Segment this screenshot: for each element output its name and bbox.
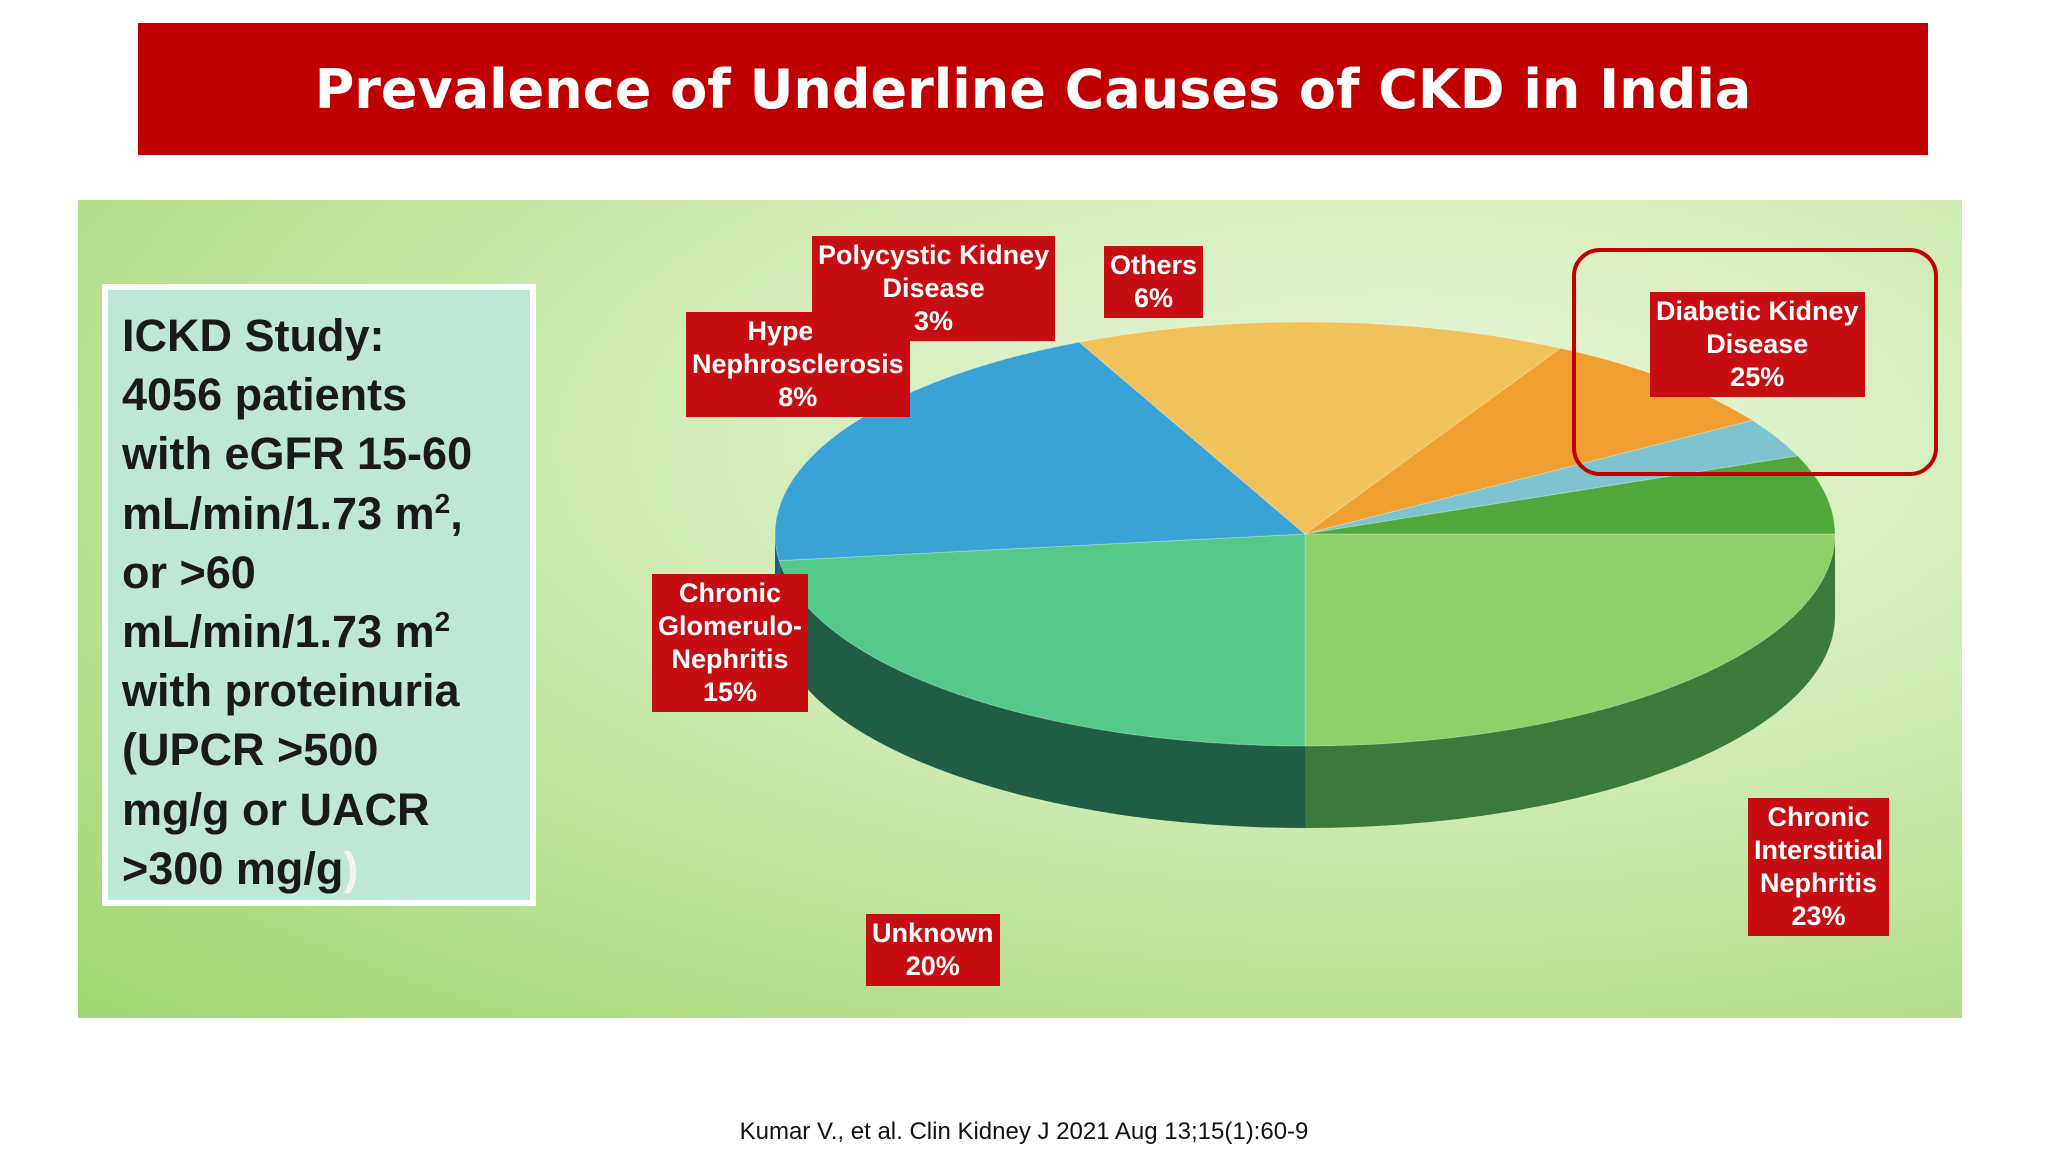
label-line: 20% bbox=[905, 951, 960, 981]
study-line: with proteinuria bbox=[122, 665, 460, 717]
label-others: Others 6% bbox=[1104, 246, 1204, 318]
label-line: 8% bbox=[778, 382, 818, 412]
label-chronic-glomerulo-nephritis: Chronic Glomerulo- Nephritis 15% bbox=[652, 574, 809, 712]
label-line: Glomerulo- bbox=[658, 611, 803, 641]
pie-chart bbox=[774, 321, 1836, 828]
study-line: or >60 bbox=[122, 546, 256, 598]
label-line: 3% bbox=[914, 306, 954, 336]
study-line: 4056 patients bbox=[122, 369, 408, 421]
label-line: Diabetic Kidney bbox=[1656, 296, 1859, 326]
study-line: mL/min/1.73 m2 bbox=[122, 606, 451, 658]
label-line: 15% bbox=[702, 677, 758, 707]
label-line: Interstitial bbox=[1754, 835, 1884, 865]
highlight-outline bbox=[1572, 248, 1938, 476]
pie-side-chronic-interstitial-nephritis bbox=[779, 560, 1305, 828]
label-line: 23% bbox=[1791, 901, 1846, 931]
label-line: Disease bbox=[1706, 329, 1809, 359]
pie-slice-chronic-glomerulo-nephritis bbox=[1078, 321, 1562, 535]
chart-panel: ICKD Study: 4056 patients with eGFR 15-6… bbox=[78, 200, 1962, 1018]
label-line: Disease bbox=[882, 273, 985, 303]
study-line: mL/min/1.73 m2, bbox=[122, 487, 463, 539]
pie-side-diabetic-kidney-disease bbox=[1305, 534, 1835, 828]
citation: Kumar V., et al. Clin Kidney J 2021 Aug … bbox=[739, 1118, 1309, 1145]
label-unknown: Unknown 20% bbox=[866, 914, 1000, 986]
label-line: Others bbox=[1110, 250, 1198, 280]
label-line: Chronic bbox=[1767, 802, 1870, 832]
label-line: Chronic bbox=[679, 578, 782, 608]
label-line: 25% bbox=[1730, 362, 1785, 392]
label-line: Polycystic Kidney bbox=[818, 240, 1050, 270]
study-line: (UPCR >500 bbox=[122, 724, 379, 776]
label-diabetic-kidney-disease: Diabetic Kidney Disease 25% bbox=[1650, 292, 1865, 397]
study-line: with eGFR 15-60 bbox=[122, 428, 473, 480]
slide-title: Prevalence of Underline Causes of CKD in… bbox=[314, 57, 1752, 121]
label-line: Unknown bbox=[872, 918, 994, 948]
label-line: 6% bbox=[1134, 283, 1174, 313]
label-polycystic-kidney-disease: Polycystic Kidney Disease 3% bbox=[812, 236, 1056, 341]
pie-slice-diabetic-kidney-disease bbox=[1304, 533, 1836, 747]
label-line: Nephritis bbox=[1760, 868, 1878, 898]
label-line: Nephritis bbox=[671, 644, 789, 674]
label-chronic-interstitial-nephritis: Chronic Interstitial Nephritis 23% bbox=[1748, 798, 1890, 936]
study-line: >300 mg/g) bbox=[122, 842, 359, 894]
title-banner: Prevalence of Underline Causes of CKD in… bbox=[138, 23, 1928, 155]
label-line: Nephrosclerosis bbox=[692, 349, 904, 379]
pie-top-faces bbox=[774, 321, 1836, 747]
study-line: mg/g or UACR bbox=[122, 783, 430, 835]
pie-slice-polycystic-kidney-disease bbox=[1304, 419, 1799, 535]
study-description-box: ICKD Study: 4056 patients with eGFR 15-6… bbox=[102, 284, 536, 906]
study-line: ICKD Study: bbox=[122, 310, 385, 361]
